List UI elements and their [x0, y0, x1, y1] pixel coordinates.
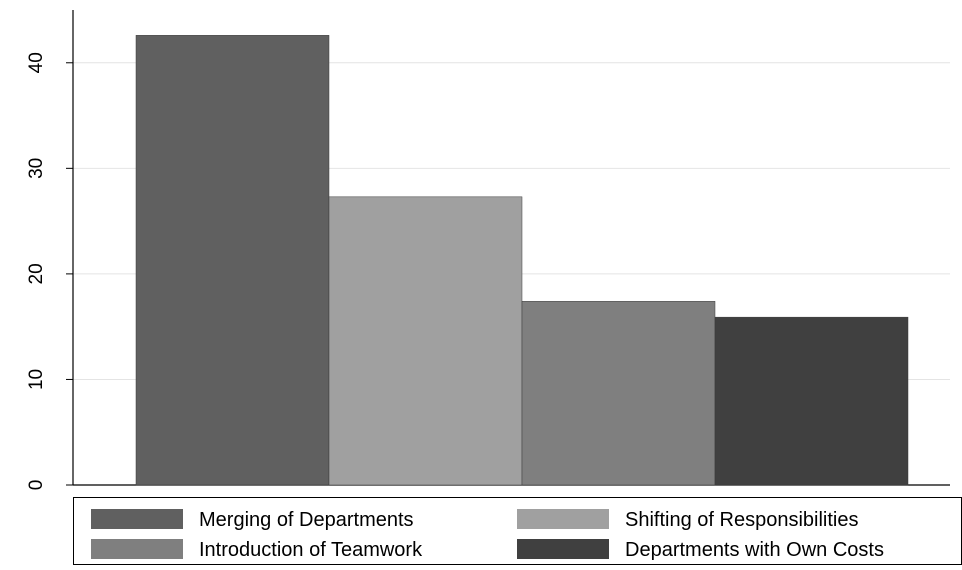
legend: Merging of Departments Shifting of Respon…	[73, 497, 962, 565]
y-tick-label: 0	[26, 480, 47, 491]
legend-label: Departments with Own Costs	[625, 539, 884, 561]
y-tick-label: 20	[26, 263, 47, 284]
legend-label: Merging of Departments	[199, 509, 414, 531]
bar-0	[135, 35, 330, 486]
legend-swatch	[91, 539, 183, 559]
bars	[135, 35, 909, 486]
bar-2	[521, 301, 716, 486]
bar-3	[714, 316, 909, 486]
legend-swatch	[91, 509, 183, 529]
legend-label: Shifting of Responsibilities	[625, 509, 858, 531]
y-tick-label: 30	[26, 158, 47, 179]
y-tick-label: 10	[26, 369, 47, 390]
legend-swatch	[517, 539, 609, 559]
legend-label: Introduction of Teamwork	[199, 539, 423, 561]
legend-swatch	[517, 509, 609, 529]
y-tick-label: 40	[26, 52, 47, 73]
bar-1	[328, 196, 523, 486]
